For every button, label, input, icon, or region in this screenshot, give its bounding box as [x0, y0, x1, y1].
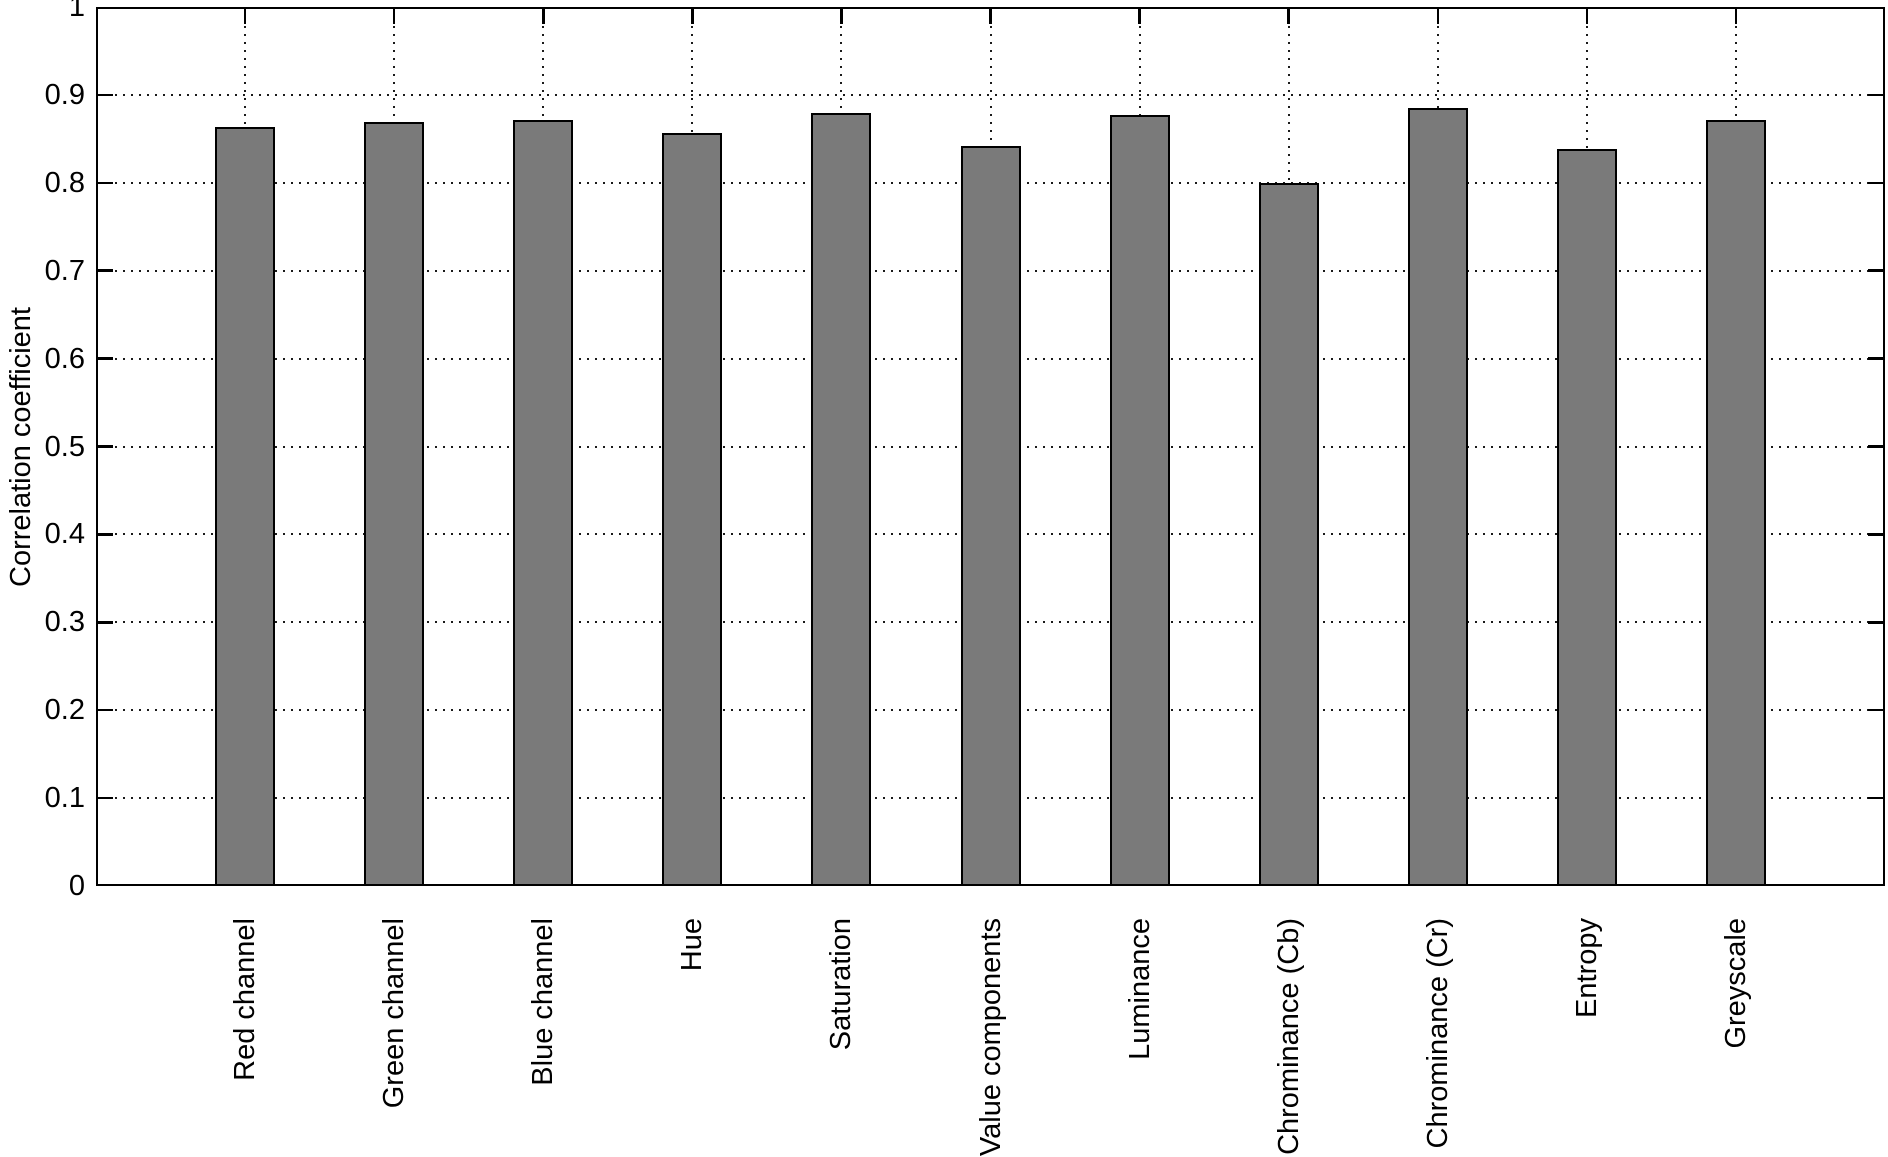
- x-tick-top: [691, 7, 694, 24]
- x-tick-top: [1436, 7, 1439, 24]
- x-tick-label: Greyscale: [1719, 918, 1752, 1049]
- y-tick-left: [96, 181, 113, 185]
- bar: [1407, 108, 1468, 886]
- x-tick-top: [542, 7, 545, 24]
- y-tick-label: 0.1: [44, 782, 85, 815]
- bar: [811, 113, 872, 886]
- y-tick-right: [1868, 181, 1885, 185]
- y-tick-right: [1868, 708, 1885, 712]
- y-tick-left: [96, 708, 113, 712]
- bar: [1109, 115, 1170, 886]
- x-tick-top: [1287, 7, 1290, 24]
- y-tick-right: [1868, 445, 1885, 448]
- x-tick-label: Luminance: [1123, 918, 1156, 1060]
- y-tick-label: 0.4: [44, 518, 85, 551]
- x-tick-label: Green channel: [378, 918, 411, 1109]
- bar: [1705, 120, 1766, 886]
- x-tick-top: [1138, 7, 1141, 24]
- y-tick-label: 0.7: [44, 254, 85, 287]
- y-tick-left: [96, 93, 113, 97]
- bar: [215, 126, 276, 886]
- bar: [364, 122, 425, 886]
- x-tick-top: [243, 7, 247, 24]
- x-tick-label: Red channel: [229, 918, 262, 1081]
- bar: [1556, 148, 1617, 886]
- y-tick-label: 1: [68, 0, 85, 23]
- y-tick-left: [96, 357, 113, 360]
- bar: [1258, 182, 1319, 886]
- y-tick-right: [1868, 269, 1885, 272]
- y-tick-left: [96, 796, 113, 800]
- x-tick-top: [840, 7, 843, 24]
- bar: [960, 145, 1021, 886]
- bar: [513, 120, 574, 886]
- x-tick-label: Blue channel: [527, 918, 560, 1086]
- y-tick-label: 0.2: [44, 694, 85, 727]
- y-tick-right: [1868, 796, 1885, 800]
- x-tick-top: [1585, 7, 1589, 24]
- y-tick-left: [96, 533, 113, 536]
- y-tick-label: 0.8: [44, 166, 85, 199]
- y-tick-right: [1868, 621, 1885, 624]
- y-tick-label: 0.5: [44, 430, 85, 463]
- y-tick-right: [1868, 93, 1885, 97]
- x-tick-top: [1734, 7, 1738, 24]
- x-tick-label: Saturation: [825, 918, 858, 1051]
- y-tick-left: [96, 269, 113, 272]
- y-tick-right: [1868, 533, 1885, 536]
- x-tick-top: [989, 7, 992, 24]
- y-tick-right: [1868, 357, 1885, 360]
- y-tick-label: 0.9: [44, 78, 85, 111]
- x-tick-label: Value components: [974, 918, 1007, 1157]
- bar: [662, 132, 723, 886]
- x-tick-label: Hue: [676, 918, 709, 972]
- x-tick-top: [392, 7, 396, 24]
- y-tick-label: 0: [68, 870, 85, 902]
- y-tick-label: 0.3: [44, 606, 85, 639]
- x-tick-label: Chrominance (Cb): [1272, 918, 1305, 1155]
- x-tick-label: Chrominance (Cr): [1421, 918, 1454, 1149]
- y-tick-left: [96, 621, 113, 624]
- y-tick-left: [96, 445, 113, 448]
- y-tick-label: 0.6: [44, 342, 85, 375]
- x-tick-label: Entropy: [1570, 918, 1603, 1018]
